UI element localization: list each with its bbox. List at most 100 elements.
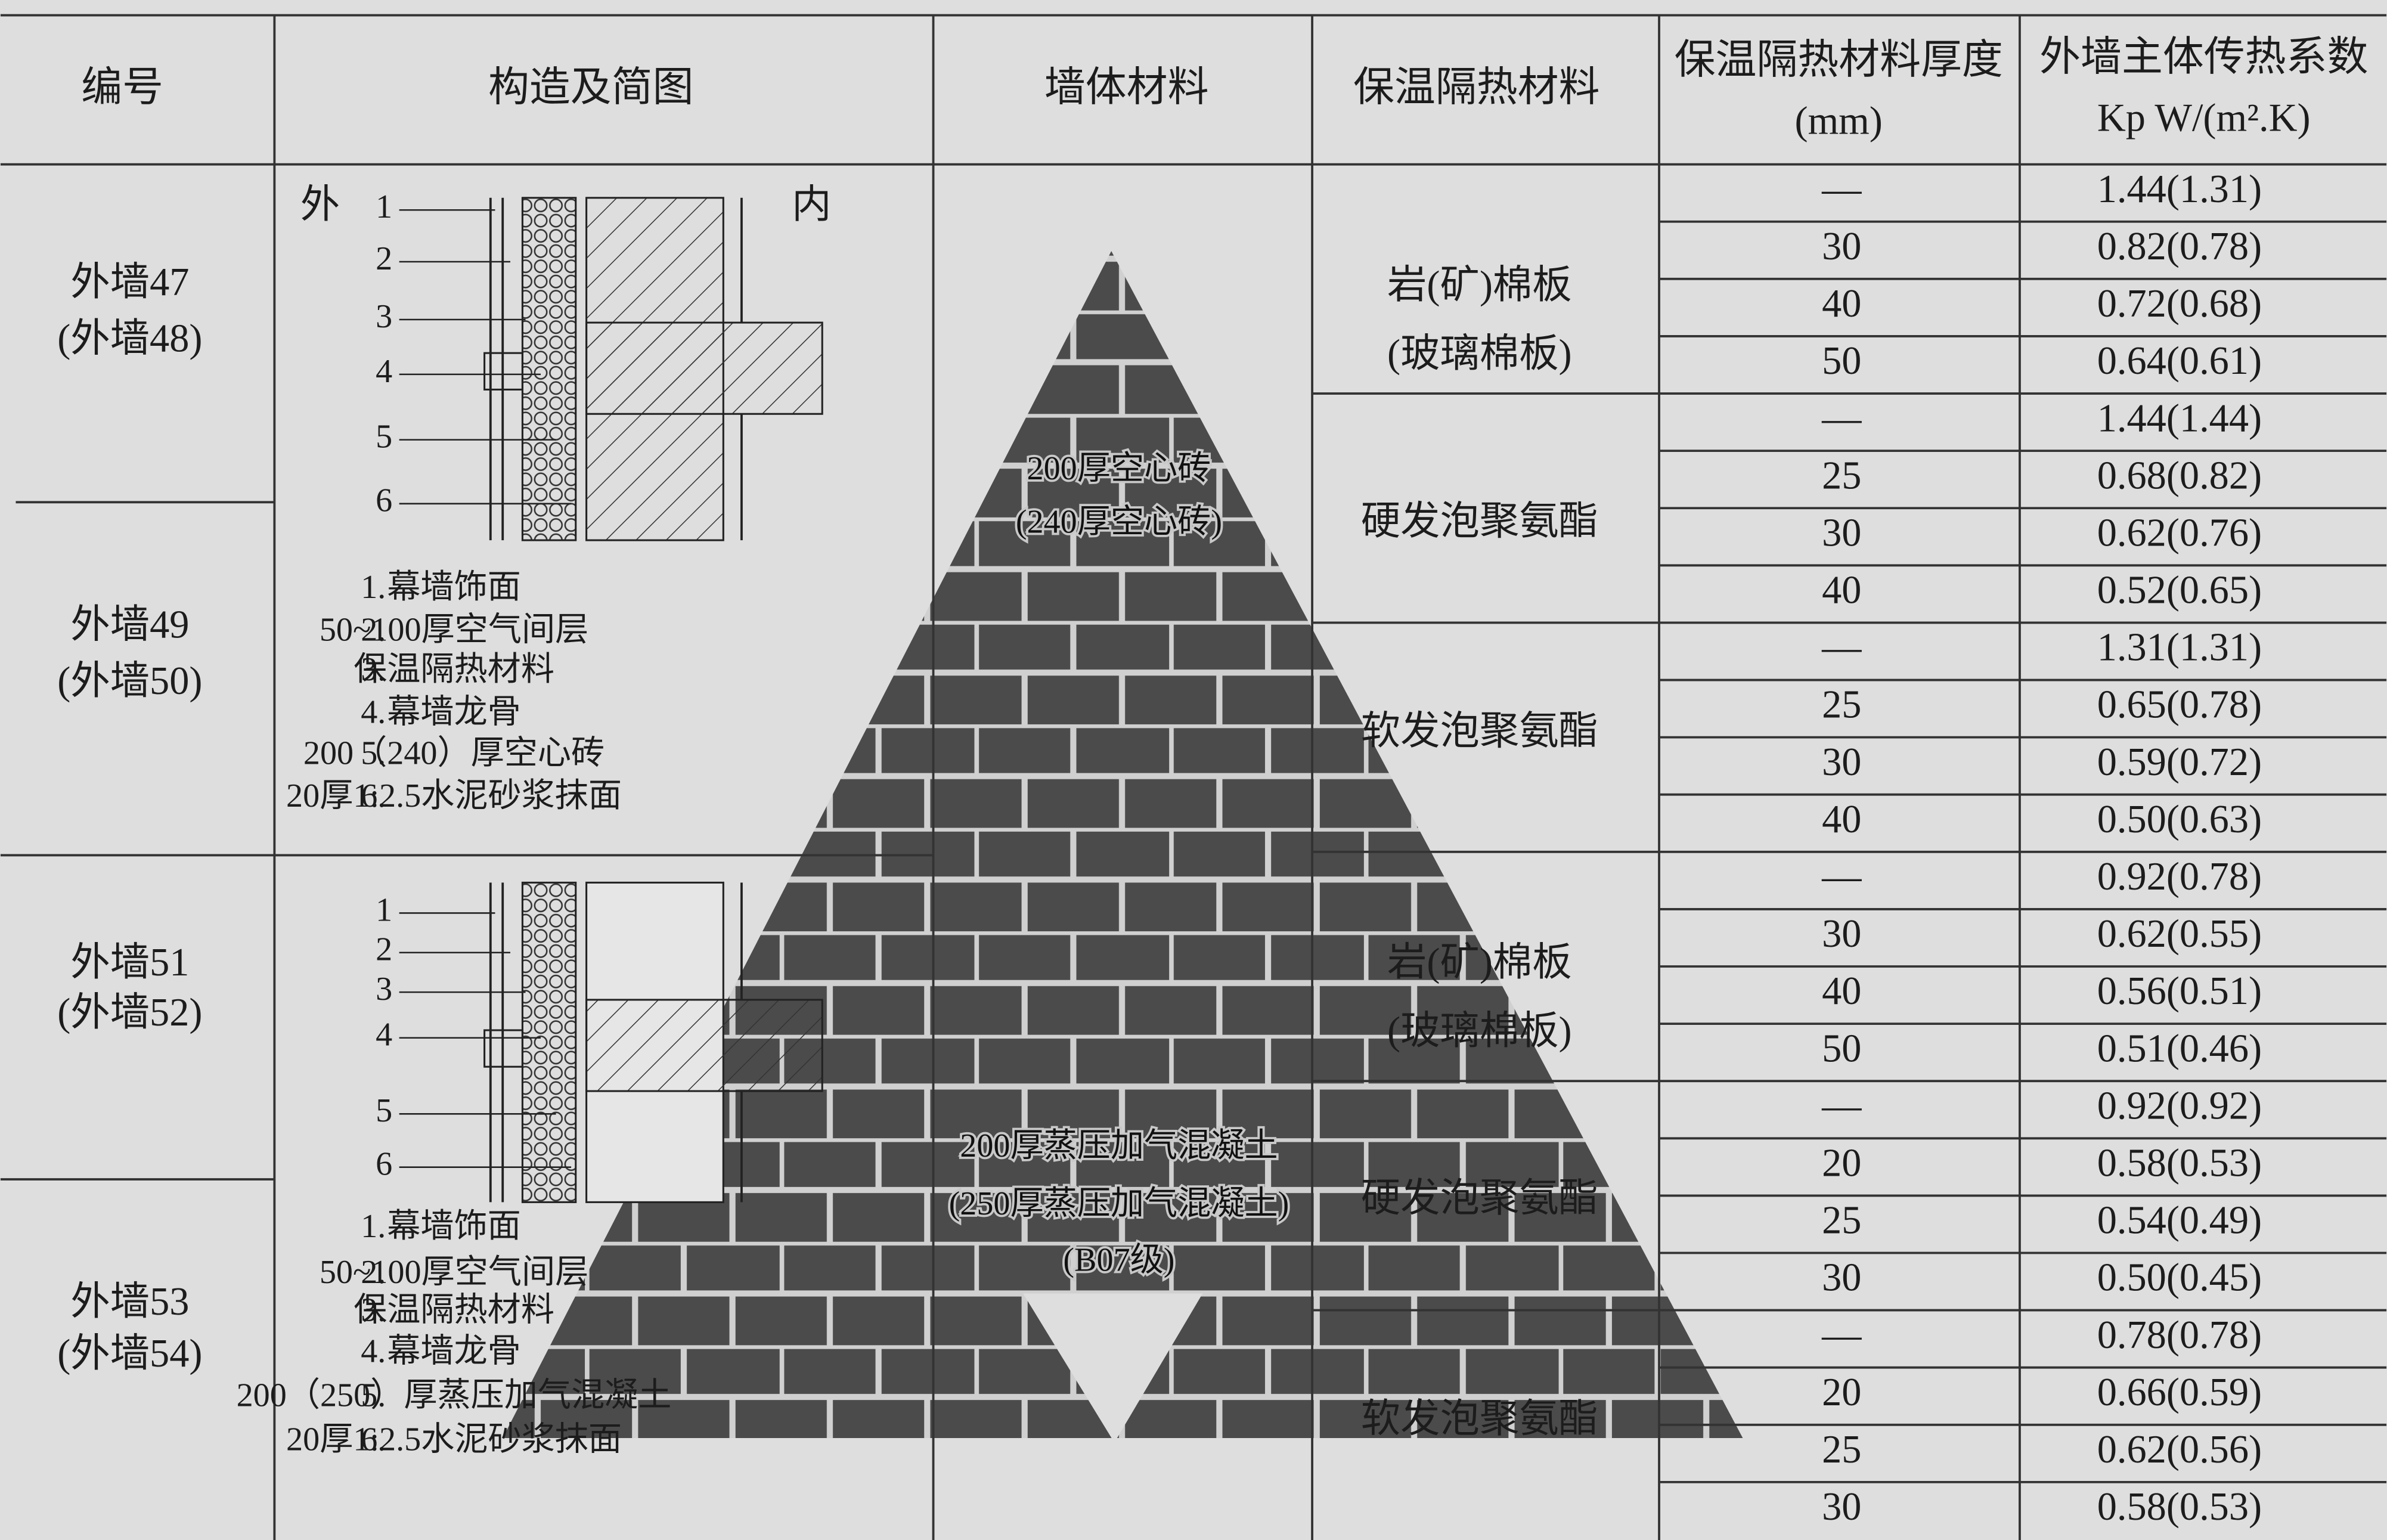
wall-code: (外墙50) — [57, 659, 202, 703]
thickness: 25 — [1822, 454, 1861, 497]
marker-number: 5 — [376, 419, 392, 456]
column-header: 保温隔热材料 — [1353, 64, 1599, 110]
legend-number: 1. — [361, 1208, 386, 1245]
table-texts: 编号 构造及简图 墙体材料 保温隔热材料 保温隔热材料厚度 外墙主体传热系数 (mm) Kp … — [57, 34, 2368, 1529]
legend-number: 6. — [361, 777, 386, 814]
thickness: — — [1821, 1313, 1862, 1357]
insulation-material: (玻璃棉板) — [1387, 332, 1572, 376]
marker-number: 1 — [376, 891, 392, 928]
thickness: 25 — [1822, 1199, 1861, 1242]
coefficient: 0.58(0.53) — [2097, 1142, 2262, 1185]
wall-code: (外墙52) — [57, 991, 202, 1034]
thickness: 40 — [1822, 282, 1861, 326]
coefficient: 0.51(0.46) — [2097, 1027, 2262, 1070]
thickness: 40 — [1822, 798, 1861, 841]
legend-text: 幕墙饰面 — [387, 569, 521, 606]
coefficient: 0.54(0.49) — [2097, 1199, 2262, 1242]
coefficient: 0.62(0.56) — [2097, 1428, 2262, 1471]
coefficient: 1.44(1.44) — [2097, 396, 2262, 440]
coefficient: 0.59(0.72) — [2097, 740, 2262, 784]
thickness: 50 — [1822, 1027, 1861, 1070]
coefficient: 0.68(0.82) — [2097, 454, 2262, 497]
side-label: 外 — [300, 183, 340, 227]
marker-number: 4 — [376, 353, 392, 390]
wall-code: 外墙51 — [70, 941, 189, 984]
wall-material: (250厚蒸压加气混凝土) — [949, 1185, 1289, 1222]
legend-text: 200（240）厚空心砖 — [303, 735, 604, 771]
column-header: 墙体材料 — [1044, 64, 1209, 110]
legend-text: 200（250）厚蒸压加气混凝土 — [237, 1377, 672, 1414]
marker-number: 1 — [376, 188, 392, 225]
unit-label: Kp W/(m².K) — [2097, 96, 2311, 140]
thickness: — — [1821, 396, 1862, 440]
coefficient: 0.78(0.78) — [2097, 1313, 2262, 1357]
drawing-area — [585, 999, 823, 1092]
wall-material: (B07级) — [1063, 1241, 1174, 1278]
coefficient: 0.92(0.78) — [2097, 855, 2262, 898]
thickness: 30 — [1822, 912, 1861, 956]
thickness: 30 — [1822, 1256, 1861, 1300]
marker-number: 3 — [376, 298, 392, 335]
wall-code: 外墙47 — [70, 261, 189, 304]
legend-number: 3. — [361, 1292, 386, 1329]
marker-number: 6 — [376, 1146, 392, 1183]
marker-number: 4 — [376, 1017, 392, 1053]
brick-pyramid — [503, 251, 1743, 1443]
unit-label: (mm) — [1794, 100, 1882, 143]
insulation-material: 岩(矿)棉板 — [1387, 264, 1572, 307]
thickness: 20 — [1822, 1371, 1861, 1414]
legend-text: 20厚1:2.5水泥砂浆抹面 — [286, 1421, 622, 1458]
insulation-material: 岩(矿)棉板 — [1387, 941, 1572, 984]
coefficient: 0.92(0.92) — [2097, 1084, 2262, 1127]
marker-number: 5 — [376, 1092, 392, 1129]
coefficient: 1.31(1.31) — [2097, 626, 2262, 670]
legend-number: 3. — [361, 651, 386, 688]
coefficient: 0.82(0.78) — [2097, 225, 2262, 268]
thickness: 30 — [1822, 225, 1861, 268]
insulation-material: 硬发泡聚氨酯 — [1361, 1177, 1598, 1220]
coefficient: 0.56(0.51) — [2097, 969, 2262, 1013]
wall-code: 外墙49 — [70, 603, 189, 646]
diagrams — [399, 197, 823, 1203]
column-header: 保温隔热材料厚度 — [1675, 37, 2003, 82]
legend-text: 50~100厚空气间层 — [320, 612, 588, 649]
thickness: — — [1821, 1084, 1862, 1127]
legend-text: 50~100厚空气间层 — [320, 1254, 588, 1291]
drawing-area — [585, 321, 823, 415]
legend-text: 幕墙饰面 — [387, 1208, 521, 1245]
coefficient: 0.62(0.55) — [2097, 912, 2262, 956]
legend-text: 幕墙龙骨 — [387, 1333, 521, 1370]
table-grid — [0, 14, 2387, 1540]
coefficient: 0.50(0.63) — [2097, 798, 2262, 841]
thickness: 20 — [1822, 1142, 1861, 1185]
thickness: — — [1821, 626, 1862, 670]
legend-number: 5. — [361, 735, 386, 771]
marker-number: 2 — [376, 931, 392, 968]
marker-number: 3 — [376, 971, 392, 1008]
legend-number: 2. — [361, 612, 386, 649]
wall-code: 外墙53 — [70, 1280, 189, 1324]
thickness: 50 — [1822, 339, 1861, 383]
thickness: 25 — [1822, 683, 1861, 727]
column-header: 外墙主体传热系数 — [2039, 34, 2368, 79]
coefficient: 0.58(0.53) — [2097, 1485, 2262, 1529]
legend-text: 幕墙龙骨 — [387, 694, 521, 731]
coefficient: 1.44(1.31) — [2097, 168, 2262, 211]
legend-number: 4. — [361, 694, 386, 731]
insulation-material: 软发泡聚氨酯 — [1361, 1398, 1598, 1441]
legend-number: 6. — [361, 1421, 386, 1458]
side-label: 内 — [792, 183, 831, 227]
column-header: 构造及简图 — [488, 64, 694, 110]
thickness: 30 — [1822, 1485, 1861, 1529]
insulation-material: 硬发泡聚氨酯 — [1361, 500, 1598, 543]
coefficient: 0.66(0.59) — [2097, 1371, 2262, 1414]
legend-text: 20厚1:2.5水泥砂浆抹面 — [286, 777, 622, 814]
insulation-material: 软发泡聚氨酯 — [1361, 709, 1598, 753]
legend-number: 4. — [361, 1333, 386, 1370]
column-header: 编号 — [81, 64, 163, 110]
thickness: 40 — [1822, 969, 1861, 1013]
wall-material: 200厚蒸压加气混凝土 — [960, 1127, 1278, 1164]
drawing-area — [521, 881, 577, 1203]
